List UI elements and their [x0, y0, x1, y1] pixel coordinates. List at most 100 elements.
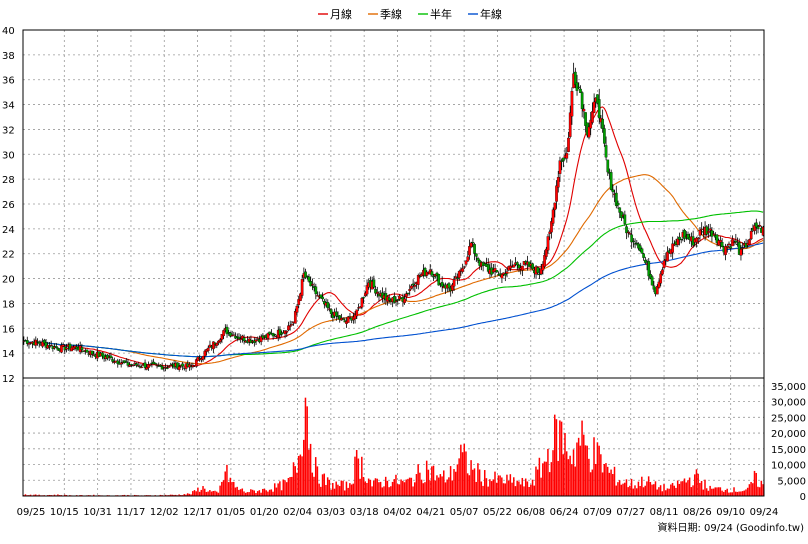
- candle-body: [677, 239, 679, 245]
- volume-bar: [631, 479, 633, 496]
- volume-bar: [708, 491, 710, 496]
- volume-bar: [621, 485, 623, 496]
- volume-bar: [325, 485, 327, 496]
- volume-bar: [267, 492, 269, 496]
- volume-bar: [247, 492, 249, 496]
- volume-bar: [525, 479, 527, 496]
- candle-body: [458, 271, 460, 278]
- candle-body: [583, 109, 585, 111]
- candle-body: [660, 274, 662, 283]
- candle-body: [405, 294, 407, 297]
- candle-body: [566, 153, 568, 158]
- volume-bar: [284, 480, 286, 496]
- volume-bar: [634, 485, 636, 496]
- candle-body: [593, 102, 595, 113]
- volume-bar: [703, 490, 705, 496]
- volume-bar: [419, 473, 421, 496]
- volume-bar: [752, 483, 754, 496]
- candle-body: [274, 334, 276, 335]
- candle-body: [410, 286, 412, 289]
- volume-bar: [313, 477, 315, 496]
- candle-body: [243, 338, 245, 341]
- volume-bar: [446, 480, 448, 496]
- volume-bar: [264, 489, 266, 496]
- candle-body: [663, 261, 665, 268]
- candlesticks: [23, 63, 765, 372]
- x-tick-label: 04/02: [383, 507, 412, 518]
- candle-body: [579, 89, 581, 93]
- volume-tick-label: 30,000: [771, 398, 806, 409]
- volume-bar: [277, 483, 279, 496]
- x-tick-label: 05/07: [450, 507, 479, 518]
- volume-bar: [426, 461, 428, 496]
- volume-bar: [383, 486, 385, 496]
- volume-bar: [202, 486, 204, 496]
- volume-bar: [470, 460, 472, 496]
- volume-bar: [199, 492, 201, 496]
- volume-bar: [342, 481, 344, 496]
- volume-bar: [283, 479, 285, 496]
- volume-bar: [204, 489, 206, 496]
- candle-body: [648, 261, 650, 276]
- volume-bar: [742, 491, 744, 496]
- volume-bar: [522, 478, 524, 496]
- candle-body: [641, 249, 643, 254]
- volume-tick-label: 10,000: [771, 461, 806, 472]
- volume-bar: [323, 474, 325, 496]
- volume-bar: [347, 488, 349, 496]
- candle-body: [178, 367, 180, 370]
- volume-bar: [581, 421, 583, 496]
- candle-body: [627, 232, 629, 233]
- candle-body: [111, 359, 113, 361]
- volume-bar: [523, 486, 525, 496]
- candle-body: [699, 230, 701, 235]
- volume-bar: [301, 456, 303, 496]
- volume-bar: [339, 486, 341, 496]
- candle-body: [700, 229, 702, 230]
- candle-body: [504, 274, 506, 275]
- volume-bar: [610, 470, 612, 496]
- candle-body: [475, 254, 477, 257]
- volume-bar: [607, 467, 609, 496]
- volume-bar: [293, 462, 295, 496]
- volume-bar: [359, 479, 361, 496]
- volume-bar: [624, 483, 626, 496]
- volume-bar: [534, 486, 536, 496]
- volume-bar: [665, 490, 667, 496]
- volume-bar: [358, 459, 360, 496]
- volume-bar: [209, 490, 211, 496]
- candle-body: [154, 363, 156, 364]
- volume-tick-label: 0: [800, 492, 806, 503]
- price-tick-label: 28: [2, 175, 15, 186]
- candle-body: [501, 274, 503, 278]
- candle-body: [441, 282, 443, 286]
- price-tick-label: 26: [2, 200, 15, 211]
- price-tick-label: 18: [2, 299, 15, 310]
- volume-bar: [353, 484, 355, 496]
- volume-bar: [704, 480, 706, 496]
- volume-bar: [462, 452, 464, 496]
- candle-body: [632, 241, 634, 242]
- volume-bar: [236, 487, 238, 496]
- volume-bar: [399, 484, 401, 496]
- volume-bar: [590, 472, 592, 496]
- volume-bar: [612, 474, 614, 496]
- axis-labels: 12141618202224262830323436384005,00010,0…: [2, 26, 806, 518]
- volume-bar: [658, 487, 660, 496]
- volume-bar: [354, 457, 356, 496]
- volume-bar: [300, 455, 302, 496]
- volume-bar: [294, 466, 296, 496]
- volume-bar: [544, 462, 546, 496]
- volume-bar: [755, 473, 757, 496]
- price-tick-label: 30: [2, 150, 15, 161]
- price-tick-label: 32: [2, 125, 15, 136]
- candle-body: [349, 317, 351, 318]
- volume-bar: [243, 491, 245, 496]
- volume-bar: [257, 491, 259, 496]
- volume-bar: [286, 482, 288, 496]
- candle-body: [605, 145, 607, 157]
- volume-bar: [636, 488, 638, 496]
- volume-bar: [537, 470, 539, 496]
- price-tick-label: 38: [2, 51, 15, 62]
- candle-body: [169, 365, 171, 366]
